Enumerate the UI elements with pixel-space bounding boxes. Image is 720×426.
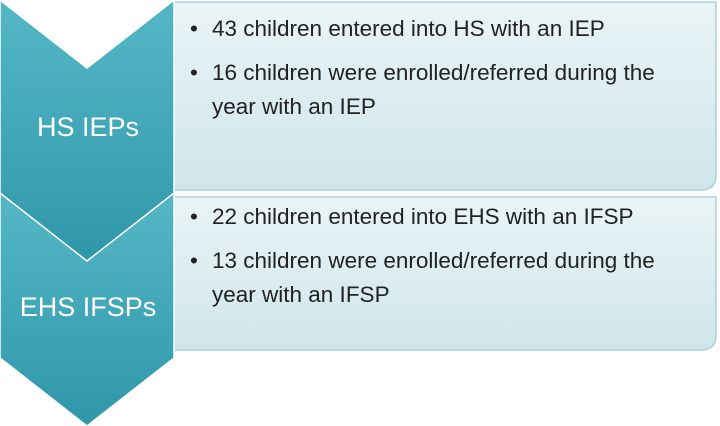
bullet: 22 children entered into EHS with an IFS… — [190, 200, 682, 234]
bullet: 13 children were enrolled/referred durin… — [190, 244, 682, 312]
bullet: 43 children entered into HS with an IEP — [190, 12, 682, 46]
step-label: HS IEPs — [36, 112, 140, 142]
step-label: EHS IFSPs — [19, 292, 157, 322]
bullet: 16 children were enrolled/referred durin… — [190, 56, 682, 124]
bullet-list: 43 children entered into HS with an IEP … — [182, 12, 682, 134]
bullet-list: 22 children entered into EHS with an IFS… — [182, 200, 682, 322]
chevron — [0, 191, 175, 426]
